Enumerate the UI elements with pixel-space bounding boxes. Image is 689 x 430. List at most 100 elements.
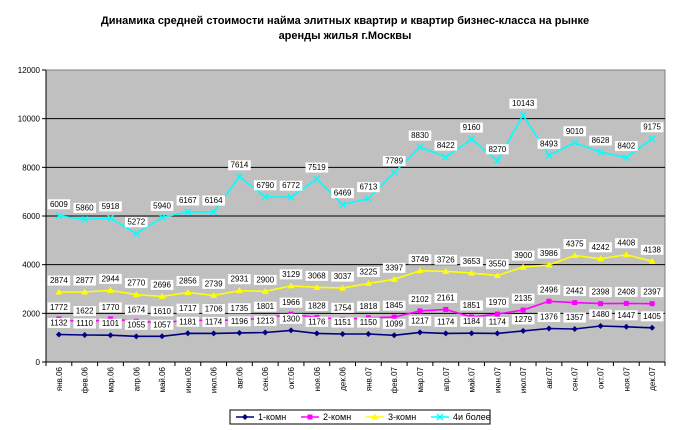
data-label: 3900 — [514, 251, 532, 260]
data-label: 2442 — [566, 287, 584, 296]
data-label: 1610 — [153, 307, 171, 316]
data-label-box — [615, 141, 638, 152]
data-label-box — [176, 276, 200, 287]
x-tick-label: фев.06 — [81, 366, 90, 393]
data-label: 1801 — [256, 302, 274, 311]
data-label-box — [150, 319, 174, 330]
data-label: 2874 — [50, 276, 68, 285]
y-tick-label: 10000 — [18, 115, 41, 124]
data-point-diamond — [55, 331, 62, 338]
data-label: 2739 — [205, 279, 223, 288]
data-point-square — [598, 301, 604, 307]
data-point-triangle — [364, 280, 372, 287]
data-label: 1376 — [540, 313, 558, 322]
data-point-triangle — [313, 283, 321, 290]
data-label-box — [382, 155, 406, 166]
y-tick-label: 0 — [36, 358, 41, 367]
data-point-cross — [648, 135, 656, 143]
data-point-cross — [493, 157, 501, 165]
data-label-box — [202, 303, 225, 314]
data-label: 1132 — [50, 318, 68, 327]
data-point-triangle — [493, 272, 501, 279]
data-label: 2900 — [256, 275, 274, 284]
data-label: 2397 — [643, 288, 661, 297]
data-point-triangle — [158, 292, 166, 299]
data-label: 1674 — [127, 305, 145, 314]
series-line-4 — [58, 113, 653, 235]
data-label: 2398 — [592, 288, 610, 297]
data-label: 8402 — [617, 142, 635, 151]
data-label-box — [460, 256, 483, 267]
data-label: 1622 — [76, 307, 94, 316]
x-tick-label: янв.07 — [364, 366, 373, 391]
data-point-diamond — [597, 322, 604, 329]
legend-marker — [436, 413, 444, 421]
x-tick-label: июн.06 — [184, 366, 193, 393]
data-label: 6164 — [205, 196, 223, 205]
data-label: 1966 — [282, 298, 300, 307]
x-tick-label: мар.07 — [416, 366, 425, 392]
data-point-triangle — [287, 282, 295, 289]
data-label: 1174 — [205, 317, 223, 326]
data-label: 2696 — [153, 280, 171, 289]
data-point-diamond — [339, 330, 346, 337]
data-point-square — [572, 300, 578, 306]
data-label: 3129 — [282, 270, 300, 279]
data-label-box — [589, 135, 612, 146]
data-label-box — [640, 122, 664, 133]
data-label-box — [486, 144, 509, 155]
data-label: 6772 — [282, 181, 300, 190]
data-label-box — [279, 297, 303, 308]
data-point-cross — [132, 230, 140, 238]
data-label-box — [176, 195, 200, 206]
x-tick-label: июл.07 — [519, 366, 528, 393]
data-label-box — [434, 140, 458, 151]
data-label-box — [253, 315, 277, 326]
data-label: 6009 — [50, 200, 68, 209]
data-point-triangle — [442, 267, 450, 274]
data-label-box — [434, 292, 458, 303]
data-label-box — [589, 309, 612, 320]
data-label-box — [99, 273, 122, 284]
data-label: 2408 — [617, 287, 635, 296]
data-label-box — [279, 313, 303, 324]
data-point-cross — [287, 193, 295, 201]
data-point-triangle — [390, 275, 398, 282]
y-tick-label: 2000 — [22, 309, 40, 318]
data-label-box — [305, 270, 329, 281]
x-tick-label: дек.07 — [648, 366, 657, 390]
data-point-diamond — [288, 327, 295, 334]
data-label: 2161 — [437, 293, 455, 302]
data-point-diamond — [184, 330, 191, 337]
x-tick-label: ноя.07 — [622, 366, 631, 391]
data-point-diamond — [133, 333, 140, 340]
data-label-box — [460, 122, 483, 133]
series-line-1 — [58, 325, 653, 338]
data-point-cross — [545, 151, 553, 159]
data-label: 1357 — [566, 313, 584, 322]
data-point-diamond — [649, 324, 656, 331]
data-label: 2770 — [127, 279, 145, 288]
data-point-cross — [339, 201, 347, 209]
data-point-square — [623, 300, 629, 306]
data-point-triangle — [81, 288, 89, 295]
data-point-triangle — [622, 251, 630, 258]
data-label-box — [408, 315, 432, 326]
data-point-diamond — [107, 332, 114, 339]
data-label: 3749 — [411, 255, 429, 264]
data-point-square — [417, 308, 423, 314]
data-label: 1150 — [360, 318, 378, 327]
data-label: 3550 — [488, 260, 506, 269]
x-tick-label: янв.06 — [55, 366, 64, 391]
data-label-box — [99, 201, 122, 212]
data-label-box — [563, 126, 587, 137]
data-label: 1101 — [102, 319, 120, 328]
data-label-box — [279, 269, 303, 280]
data-point-triangle — [235, 287, 243, 294]
data-label-box — [589, 242, 612, 253]
data-point-diamond — [468, 330, 475, 337]
y-tick-label: 6000 — [22, 212, 40, 221]
data-point-square — [520, 307, 526, 313]
data-label-box — [150, 279, 174, 290]
data-label-box — [279, 180, 303, 191]
